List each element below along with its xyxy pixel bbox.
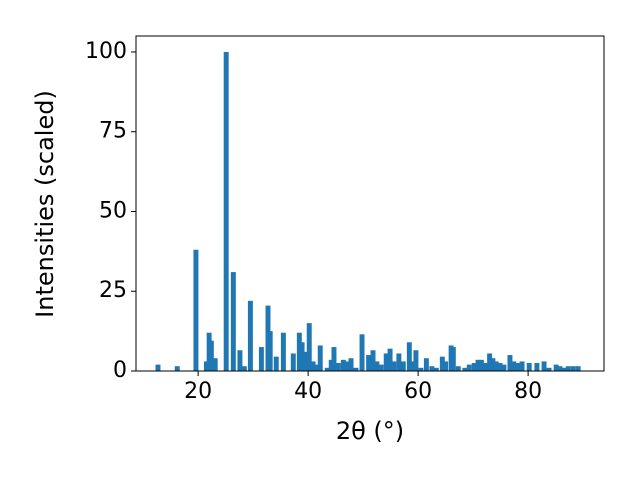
x-tick-label: 80 — [514, 379, 542, 404]
bar — [241, 366, 247, 371]
bar — [208, 340, 214, 371]
bar — [280, 332, 286, 371]
bar — [493, 361, 499, 371]
bar — [450, 347, 456, 371]
bar — [534, 363, 540, 371]
bar — [378, 364, 384, 371]
bar — [340, 359, 346, 371]
bar — [387, 348, 393, 371]
bar — [515, 363, 521, 371]
bar — [443, 361, 449, 371]
bar — [391, 361, 397, 371]
bar — [466, 364, 472, 371]
bar — [353, 367, 359, 371]
bar — [497, 363, 503, 371]
y-tick-label: 100 — [85, 39, 127, 64]
bar — [299, 342, 305, 371]
bar — [344, 361, 350, 371]
bar — [328, 359, 334, 371]
bar — [455, 366, 461, 371]
bar — [374, 361, 380, 371]
bar — [306, 323, 312, 371]
bar — [348, 358, 354, 371]
bar — [433, 367, 439, 371]
bar — [541, 361, 547, 371]
bar — [482, 363, 488, 371]
bar — [258, 347, 264, 371]
bar — [230, 272, 236, 371]
bar — [400, 361, 406, 371]
y-tick-label: 0 — [113, 358, 127, 383]
bar — [310, 361, 316, 371]
bar — [406, 342, 412, 371]
x-axis-label: 2θ (°) — [336, 417, 404, 445]
bar — [370, 350, 376, 371]
x-tick-label: 20 — [184, 379, 212, 404]
bar — [413, 350, 419, 371]
bar — [462, 367, 468, 371]
bar — [223, 51, 229, 371]
bar — [273, 356, 279, 371]
x-tick-label: 40 — [294, 379, 322, 404]
bar — [565, 366, 571, 371]
y-tick-label: 25 — [99, 278, 127, 303]
bar — [317, 345, 323, 371]
bar — [490, 358, 496, 371]
bar — [359, 334, 365, 371]
bar — [423, 358, 429, 371]
bar — [439, 356, 445, 371]
bar — [418, 367, 424, 371]
bar — [335, 363, 341, 371]
bar — [267, 331, 273, 371]
bar — [475, 359, 481, 371]
bar — [487, 353, 493, 371]
bar — [561, 367, 567, 371]
bar — [553, 364, 559, 371]
x-tick-label: 60 — [404, 379, 432, 404]
bar — [212, 358, 218, 371]
bar — [296, 332, 302, 371]
bar — [471, 363, 477, 371]
bar — [519, 361, 525, 371]
bar — [193, 249, 199, 371]
y-tick-label: 50 — [99, 198, 127, 223]
bar — [570, 366, 576, 371]
y-axis-label: Intensities (scaled) — [31, 90, 59, 318]
bar — [302, 351, 308, 371]
plot-frame — [135, 35, 605, 372]
bar — [507, 355, 513, 371]
bar — [155, 364, 161, 371]
bar — [331, 347, 337, 371]
bar — [203, 361, 209, 371]
bar — [511, 361, 517, 371]
y-tick-label: 75 — [99, 119, 127, 144]
bar — [546, 367, 552, 371]
bar — [290, 353, 296, 371]
bar — [174, 366, 180, 371]
bar — [478, 359, 484, 371]
bar — [575, 366, 581, 371]
bar — [324, 367, 330, 371]
bar — [501, 364, 507, 371]
bar — [366, 355, 372, 371]
bar — [313, 364, 319, 371]
bar — [383, 353, 389, 371]
bar — [526, 363, 532, 371]
bar — [410, 361, 416, 371]
bar — [396, 353, 402, 371]
bar — [429, 366, 435, 371]
bar — [237, 350, 243, 371]
bar — [247, 300, 253, 371]
bar — [557, 366, 563, 371]
